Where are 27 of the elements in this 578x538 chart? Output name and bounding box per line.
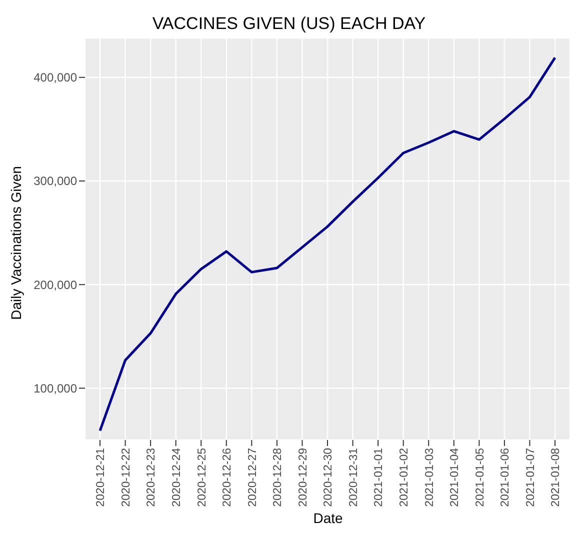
x-tick-label: 2020-12-25 (196, 448, 208, 507)
x-tick-label: 2020-12-23 (146, 448, 158, 507)
chart-title: VACCINES GIVEN (US) EACH DAY (151, 14, 427, 34)
x-tick-label: 2020-12-24 (171, 447, 183, 507)
x-tick-label: 2021-01-08 (550, 448, 562, 507)
x-tick-label: 2020-12-28 (272, 448, 284, 507)
x-tick-label: 2021-01-07 (524, 448, 537, 507)
x-tick-label: 2020-12-30 (322, 448, 335, 507)
x-tick-label: 2021-01-03 (424, 448, 436, 507)
y-tick-label: 300,000 (34, 174, 78, 188)
x-tick-label: 2021-01-05 (474, 448, 486, 507)
x-tick-label: 2020-12-22 (120, 448, 132, 507)
x-axis-title: Date (312, 510, 344, 526)
x-tick-label: 2020-12-31 (348, 448, 360, 507)
y-tick-label: 400,000 (34, 70, 78, 85)
x-tick-label: 2021-01-04 (449, 447, 462, 507)
x-tick-label: 2020-12-26 (222, 448, 234, 507)
x-tick-label: 2020-12-27 (246, 448, 259, 507)
y-axis-title: Daily Vaccinations Given (8, 166, 24, 320)
x-tick-label: 2020-12-29 (297, 448, 310, 507)
x-tick-label: 2021-01-02 (398, 448, 410, 507)
line-series (98, 56, 556, 432)
x-tick-label: 2021-01-06 (500, 448, 512, 507)
y-tick-label: 100,000 (34, 381, 78, 396)
y-tick-label: 200,000 (34, 278, 78, 292)
x-tick-label: 2020-12-21 (95, 448, 108, 507)
x-tick-label: 2021-01-01 (373, 448, 386, 507)
